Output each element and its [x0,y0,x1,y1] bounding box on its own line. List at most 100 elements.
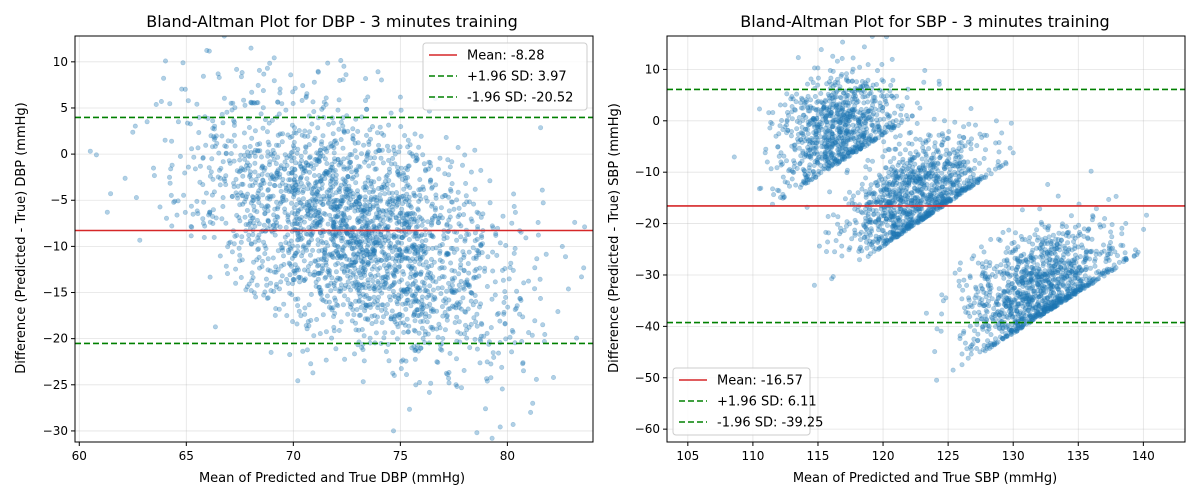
scatter-point [770,110,776,116]
scatter-point [389,249,395,255]
scatter-point [839,135,845,141]
scatter-point [323,274,329,280]
scatter-point [382,330,388,336]
scatter-point [265,187,271,193]
scatter-point [439,259,445,265]
scatter-point [386,243,392,249]
scatter-point [213,215,219,221]
scatter-point [382,191,388,197]
scatter-point [396,149,402,155]
scatter-point [386,286,392,292]
scatter-point [256,200,262,206]
scatter-point [379,320,385,326]
scatter-point [449,289,455,295]
scatter-point [279,101,285,107]
scatter-point [418,269,424,275]
scatter-point [288,150,294,156]
scatter-point [731,154,737,160]
scatter-point [367,302,373,308]
scatter-point [890,77,896,83]
scatter-point [344,224,350,230]
scatter-point [864,245,870,251]
scatter-point [842,146,848,152]
scatter-point [489,223,495,229]
scatter-point [364,248,370,254]
scatter-point [400,320,406,326]
scatter-point [403,219,409,225]
scatter-point [538,125,544,131]
scatter-point [317,287,323,293]
scatter-point [774,165,780,171]
scatter-point [572,219,578,225]
scatter-point [379,302,385,308]
scatter-point [310,197,316,203]
scatter-point [287,261,293,267]
scatter-point [258,154,264,160]
scatter-point [393,203,399,209]
scatter-point [819,100,825,106]
x-tick-label: 80 [500,449,515,463]
scatter-point [331,324,337,330]
scatter-point [308,161,314,167]
scatter-point [432,296,438,302]
scatter-point [891,155,897,161]
scatter-point [430,297,436,303]
scatter-point [182,86,188,92]
scatter-point [255,173,261,179]
scatter-point [444,235,450,241]
scatter-point [776,188,782,194]
scatter-point [871,98,877,104]
scatter-point [914,121,920,127]
scatter-point [438,205,444,211]
scatter-point [228,100,234,106]
scatter-point [956,140,962,146]
scatter-point [858,133,864,139]
scatter-point [320,312,326,318]
scatter-point [407,264,413,270]
scatter-point [449,267,455,273]
scatter-point [401,271,407,277]
scatter-point [476,273,482,279]
scatter-point [873,199,879,205]
scatter-point [352,140,358,146]
scatter-point [898,106,904,112]
scatter-point [393,215,399,221]
scatter-point [885,146,891,152]
scatter-point [272,177,278,183]
scatter-point [456,282,462,288]
scatter-point [388,110,394,116]
scatter-point [401,287,407,293]
scatter-point [290,276,296,282]
scatter-point [158,99,164,105]
scatter-point [935,168,941,174]
scatter-point [412,318,418,324]
scatter-point [835,214,841,220]
scatter-point [789,94,795,100]
scatter-point [225,271,231,277]
scatter-point [920,140,926,146]
scatter-point [477,265,483,271]
scatter-point [972,158,978,164]
scatter-point [357,282,363,288]
scatter-point [840,39,846,45]
scatter-point [257,141,263,147]
scatter-point [839,243,845,249]
scatter-point [333,248,339,254]
scatter-point [353,259,359,265]
scatter-point [829,131,835,137]
scatter-point [316,158,322,164]
scatter-point [326,187,332,193]
scatter-point [858,209,864,215]
scatter-point [341,181,347,187]
scatter-point [839,253,845,259]
scatter-point [393,190,399,196]
scatter-point [339,194,345,200]
scatter-point [317,290,323,296]
scatter-point [419,309,425,315]
scatter-point [200,155,206,161]
scatter-point [285,217,291,223]
scatter-point [838,105,844,111]
scatter-point [890,174,896,180]
scatter-point [465,261,471,267]
scatter-point [185,120,191,126]
